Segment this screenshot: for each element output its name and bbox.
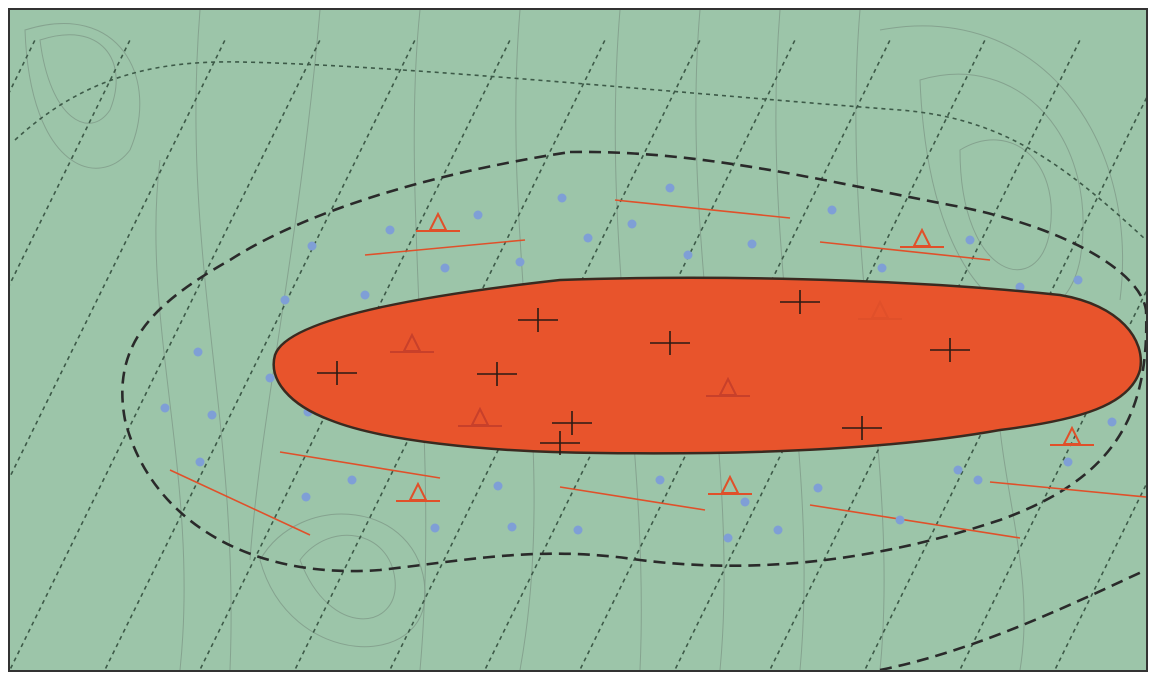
dotted-line <box>10 39 131 286</box>
blue-dot <box>493 481 503 491</box>
blue-dot <box>773 525 783 535</box>
dotted-line <box>103 39 416 670</box>
blue-dot <box>307 241 317 251</box>
blue-dot <box>1015 282 1025 292</box>
blue-dot <box>895 515 905 525</box>
strike-line <box>364 239 526 256</box>
dotted-line <box>10 39 321 670</box>
blue-dot <box>1073 275 1083 285</box>
blue-dot <box>280 295 290 305</box>
blue-dot <box>683 250 693 260</box>
contour <box>959 139 1052 271</box>
strike-line <box>614 199 791 219</box>
blue-dot <box>515 257 525 267</box>
symbols <box>317 211 1094 502</box>
blue-dot <box>507 522 517 532</box>
blue-dot <box>627 219 637 229</box>
alteration-boundary <box>121 150 1146 573</box>
blue-dot <box>665 183 675 193</box>
ore-body <box>272 276 1143 455</box>
contour <box>879 25 1124 301</box>
blue-dot <box>1063 457 1073 467</box>
contour <box>195 10 232 670</box>
blue-dot <box>723 533 733 543</box>
blue-dot <box>265 373 275 383</box>
blue-dot <box>385 225 395 235</box>
contour <box>39 34 117 124</box>
blue-dot <box>747 239 757 249</box>
blue-dot <box>655 475 665 485</box>
contour <box>249 10 321 561</box>
blue-dot <box>301 492 311 502</box>
strike-line <box>279 451 441 479</box>
blue-dot <box>440 263 450 273</box>
strike-line <box>989 481 1146 498</box>
blue-dot <box>827 205 837 215</box>
alteration-boundary <box>879 568 1146 670</box>
blue-dot <box>195 457 205 467</box>
blue-dot <box>973 475 983 485</box>
map-body <box>10 10 1146 670</box>
dotted-line <box>10 39 226 479</box>
strike-line <box>819 241 991 261</box>
contour <box>24 23 141 169</box>
contour <box>299 534 396 620</box>
strike-line <box>559 486 706 511</box>
blue-dot <box>953 465 963 475</box>
strike-line <box>169 469 311 536</box>
blue-dot <box>473 210 483 220</box>
blue-dot <box>347 475 357 485</box>
blue-dot <box>877 263 887 273</box>
dotted-line <box>1053 483 1146 670</box>
strike-line <box>809 504 1021 539</box>
blue-dot <box>1107 417 1117 427</box>
blue-dot <box>573 525 583 535</box>
blue-dot <box>430 523 440 533</box>
contour <box>155 159 185 670</box>
blue-dot <box>813 483 823 493</box>
blue-dot <box>193 347 203 357</box>
contour <box>919 73 1084 314</box>
blue-dot <box>557 193 567 203</box>
dotted-line <box>14 61 1146 241</box>
blue-dot <box>583 233 593 243</box>
blue-dot <box>360 290 370 300</box>
blue-dot <box>965 235 975 245</box>
blue-dot <box>160 403 170 413</box>
blue-dots <box>160 183 1117 543</box>
blue-dot <box>207 410 217 420</box>
blue-dot <box>740 497 750 507</box>
